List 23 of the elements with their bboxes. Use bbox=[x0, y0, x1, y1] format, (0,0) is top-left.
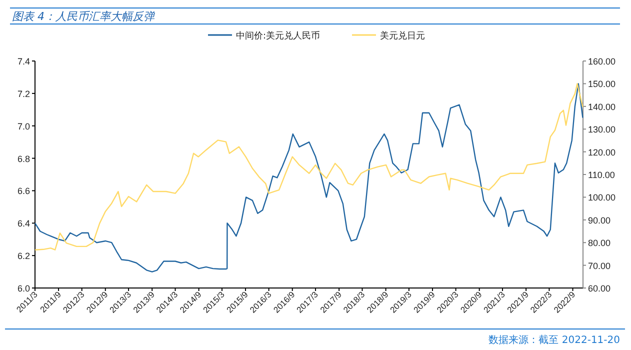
y-tick-label: 7.0 bbox=[17, 121, 30, 132]
y-tick-label: 6.2 bbox=[17, 251, 30, 262]
y2-tick-label: 130.00 bbox=[588, 124, 616, 135]
y-tick-label: 6.6 bbox=[17, 186, 30, 196]
y-tick-label: 6.4 bbox=[17, 218, 30, 229]
y-tick-label: 6.8 bbox=[17, 154, 30, 164]
y2-tick-label: 70.00 bbox=[588, 260, 611, 271]
y2-tick-label: 110.00 bbox=[588, 170, 615, 180]
y-tick-label: 7.4 bbox=[17, 56, 30, 66]
source-note: 数据来源：截至 2022-11-20 bbox=[488, 334, 620, 346]
y-tick-label: 7.2 bbox=[17, 88, 30, 99]
y2-tick-label: 150.00 bbox=[588, 79, 616, 90]
legend-label: 美元兑日元 bbox=[380, 30, 425, 42]
y-tick-label: 6.0 bbox=[17, 284, 30, 294]
y2-tick-label: 100.00 bbox=[588, 192, 616, 203]
y2-tick-label: 90.00 bbox=[588, 215, 611, 226]
y2-tick-label: 140.00 bbox=[588, 102, 616, 112]
y2-tick-label: 80.00 bbox=[588, 238, 611, 248]
chart-title: 图表 4：人民币汇率大幅反弹 bbox=[12, 10, 156, 23]
y2-tick-label: 160.00 bbox=[588, 56, 616, 66]
legend-label: 中间价:美元兑人民币 bbox=[236, 30, 320, 42]
y2-tick-label: 120.00 bbox=[588, 147, 616, 158]
y2-tick-label: 60.00 bbox=[588, 284, 611, 294]
